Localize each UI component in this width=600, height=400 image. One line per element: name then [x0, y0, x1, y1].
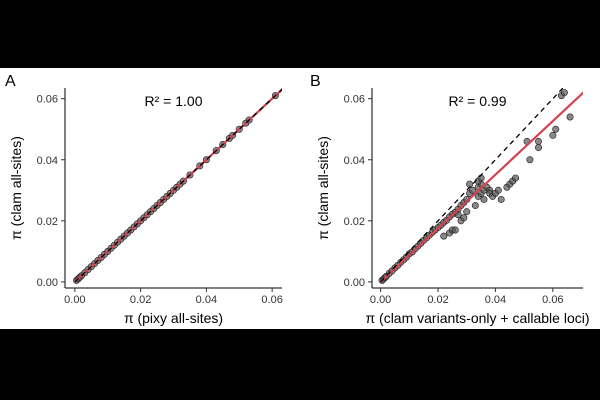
panel-b-x-tick-label: 0.04: [485, 294, 506, 306]
panel-b-x-tick-label: 0.06: [542, 294, 563, 306]
panel-a-y-tick-label: 0.02: [37, 216, 58, 228]
panel-b-y-tick-label: 0.02: [344, 216, 365, 228]
panel-a-x-tick-label: 0.00: [64, 294, 85, 306]
panel-b-data-point: [535, 137, 543, 145]
panel-b-data-point: [560, 89, 568, 97]
panel-a-identity-line: [74, 88, 282, 283]
panel-b-x-tick-label: 0.00: [370, 294, 391, 306]
panel-a-lines: [74, 88, 282, 283]
panel-b-y-tick-label: 0.04: [344, 155, 365, 167]
panel-b-fit-line: [379, 91, 583, 283]
panel-b-data-point: [480, 195, 488, 203]
panel-b-data-point: [463, 208, 471, 216]
panel-b-data-point: [552, 125, 560, 133]
panel-b-r2-annotation: R² = 0.99: [449, 93, 507, 109]
panel-a-x-tick-label: 0.04: [196, 294, 217, 306]
panel-b-data-point: [460, 214, 468, 222]
panel-b-data-point: [566, 113, 574, 121]
chart-svg: A 0.00 0.02 0.04 0.06 0.00 0.02 0.04 0.06 π (pixy…: [5, 73, 590, 326]
panel-a-y-tick-label: 0.00: [37, 277, 58, 289]
panel-b-y-tick-label: 0.00: [344, 277, 365, 289]
panel-b-data-point: [497, 195, 505, 203]
panel-b-data-point: [526, 156, 534, 164]
panel-a-x-axis-label: π (pixy all-sites): [124, 310, 223, 326]
panel-b-data-point: [471, 202, 479, 210]
panel-a-x-tick-label: 0.02: [130, 294, 151, 306]
panel-b-data-point: [535, 144, 543, 152]
panel-a-y-tick-label: 0.04: [37, 155, 58, 167]
panel-b-label: B: [310, 73, 321, 90]
panel-b-data-point: [468, 186, 476, 194]
panel-b-data-point: [451, 226, 459, 234]
panel-b-points: [378, 89, 574, 284]
panel-b-data-point: [494, 186, 502, 194]
figure: A 0.00 0.02 0.04 0.06 0.00 0.02 0.04 0.06 π (pixy…: [0, 68, 600, 329]
panel-b-x-axis-label: π (clam variants-only + callable loci): [365, 310, 589, 326]
panel-b-lines: [379, 88, 583, 283]
panel-a-y-tick-label: 0.06: [37, 94, 58, 106]
panel-b-data-point: [512, 174, 520, 182]
panel-b-data-point: [549, 131, 557, 139]
panel-a-x-tick-label: 0.06: [261, 294, 282, 306]
panel-b-y-axis-label: π (clam all-sites): [315, 136, 331, 240]
panel-b-data-point: [440, 232, 448, 240]
panel-a-y-axis-label: π (clam all-sites): [8, 136, 24, 240]
panel-b-x-tick-label: 0.02: [427, 294, 448, 306]
panel-a-label: A: [5, 73, 16, 90]
panel-a-r2-annotation: R² = 1.00: [145, 93, 203, 109]
panel-b-data-point: [454, 211, 462, 219]
panel-b-y-tick-label: 0.06: [344, 94, 365, 106]
